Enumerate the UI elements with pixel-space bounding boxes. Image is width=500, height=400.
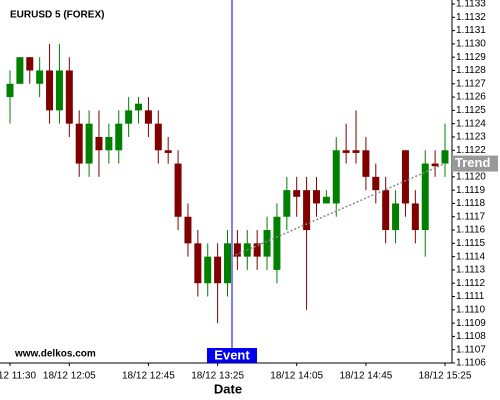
y-tick-label: 1.1108 (456, 331, 486, 342)
candle-body (26, 57, 34, 71)
candle-body (95, 136, 103, 151)
candle-body (6, 83, 14, 98)
trend-line (231, 162, 446, 258)
candle-body (85, 123, 93, 164)
candle-body (263, 230, 271, 257)
y-tick-label: 1.1125 (456, 105, 486, 116)
candle-body (46, 70, 54, 111)
candle-body (214, 256, 222, 284)
candle-body (174, 163, 182, 217)
candle-body (105, 136, 113, 151)
candle-body (144, 110, 152, 124)
candle-body (283, 190, 291, 217)
candle-body (362, 150, 370, 177)
candle-body (16, 57, 24, 84)
y-tick-label: 1.1123 (456, 132, 486, 143)
candle-body (421, 163, 429, 231)
y-tick-label: 1.1132 (456, 12, 486, 23)
candle-body (55, 70, 63, 111)
x-tick-label: 18/12 13:25 (191, 371, 244, 382)
x-tick-label: 18/12 14:45 (339, 371, 392, 382)
y-tick-label: 1.1113 (456, 265, 486, 276)
y-tick-label: 1.1119 (456, 185, 486, 196)
y-tick-label: 1.1131 (456, 25, 486, 36)
candle-body (312, 190, 320, 204)
x-tick-label: 18/12 12:45 (122, 371, 175, 382)
y-tick-label: 1.1107 (456, 344, 486, 355)
candle-body (303, 190, 311, 231)
y-tick-label: 1.1109 (456, 318, 486, 329)
y-tick-label: 1.1118 (456, 198, 486, 209)
chart-title: EURUSD 5 (FOREX) (10, 10, 104, 21)
candle-body (184, 216, 192, 244)
candle-body (401, 150, 409, 204)
y-tick-label: 1.1129 (456, 52, 486, 63)
y-tick-label: 1.1116 (456, 225, 486, 236)
x-tick-label: 18/12 15:25 (419, 371, 472, 382)
candle-body (273, 216, 281, 270)
candle-body (233, 243, 241, 257)
candle-body (352, 150, 360, 153)
trend-label: Trend (455, 155, 490, 170)
event-label-box (207, 348, 257, 363)
event-label: Event (214, 347, 250, 362)
candle-body (332, 150, 340, 204)
y-tick-label: 1.1133 (456, 0, 486, 10)
y-tick-label: 1.1111 (456, 291, 485, 302)
y-tick-label: 1.1124 (456, 118, 486, 129)
x-tick-label: 18/12 12:05 (43, 371, 96, 382)
x-tick-label: 18/12 14:05 (270, 371, 323, 382)
candle-body (431, 163, 439, 167)
y-tick-label: 1.1120 (456, 171, 486, 182)
candle-body (293, 190, 301, 197)
candle-body (125, 110, 133, 124)
y-tick-label: 1.1126 (456, 92, 486, 103)
y-tick-label: 1.1115 (456, 238, 486, 249)
candle-body (342, 150, 350, 153)
y-tick-label: 1.1112 (456, 278, 486, 289)
candle-body (65, 70, 73, 124)
y-tick-label: 1.1110 (456, 304, 486, 315)
candle-body (392, 203, 400, 231)
y-tick-label: 1.1128 (456, 65, 486, 76)
y-tick-label: 1.1114 (456, 251, 486, 262)
candle-body (322, 196, 330, 204)
y-tick-label: 1.1122 (456, 145, 486, 156)
candle-body (372, 176, 380, 191)
candle-body (441, 150, 449, 164)
candle-body (135, 103, 143, 111)
candle-body (164, 150, 172, 153)
y-tick-label: 1.1106 (456, 358, 486, 369)
y-tick-label: 1.1130 (456, 39, 486, 50)
x-tick-label: 18/12 11:30 (0, 371, 36, 382)
trend-label-box (452, 155, 498, 172)
candle-body (382, 190, 390, 231)
candle-body (411, 203, 419, 231)
y-tick-label: 1.1117 (456, 211, 486, 222)
x-axis-label: Date (214, 381, 242, 396)
candle-body (253, 243, 261, 257)
candle-body (75, 123, 83, 164)
candle-body (194, 243, 202, 284)
candle-body (115, 123, 123, 151)
candle-body (154, 123, 162, 151)
y-tick-label: 1.1127 (456, 78, 486, 89)
watermark: www.delkos.com (14, 349, 96, 360)
candle-body (204, 256, 212, 284)
candle-body (224, 243, 231, 284)
candle-body (36, 70, 44, 84)
